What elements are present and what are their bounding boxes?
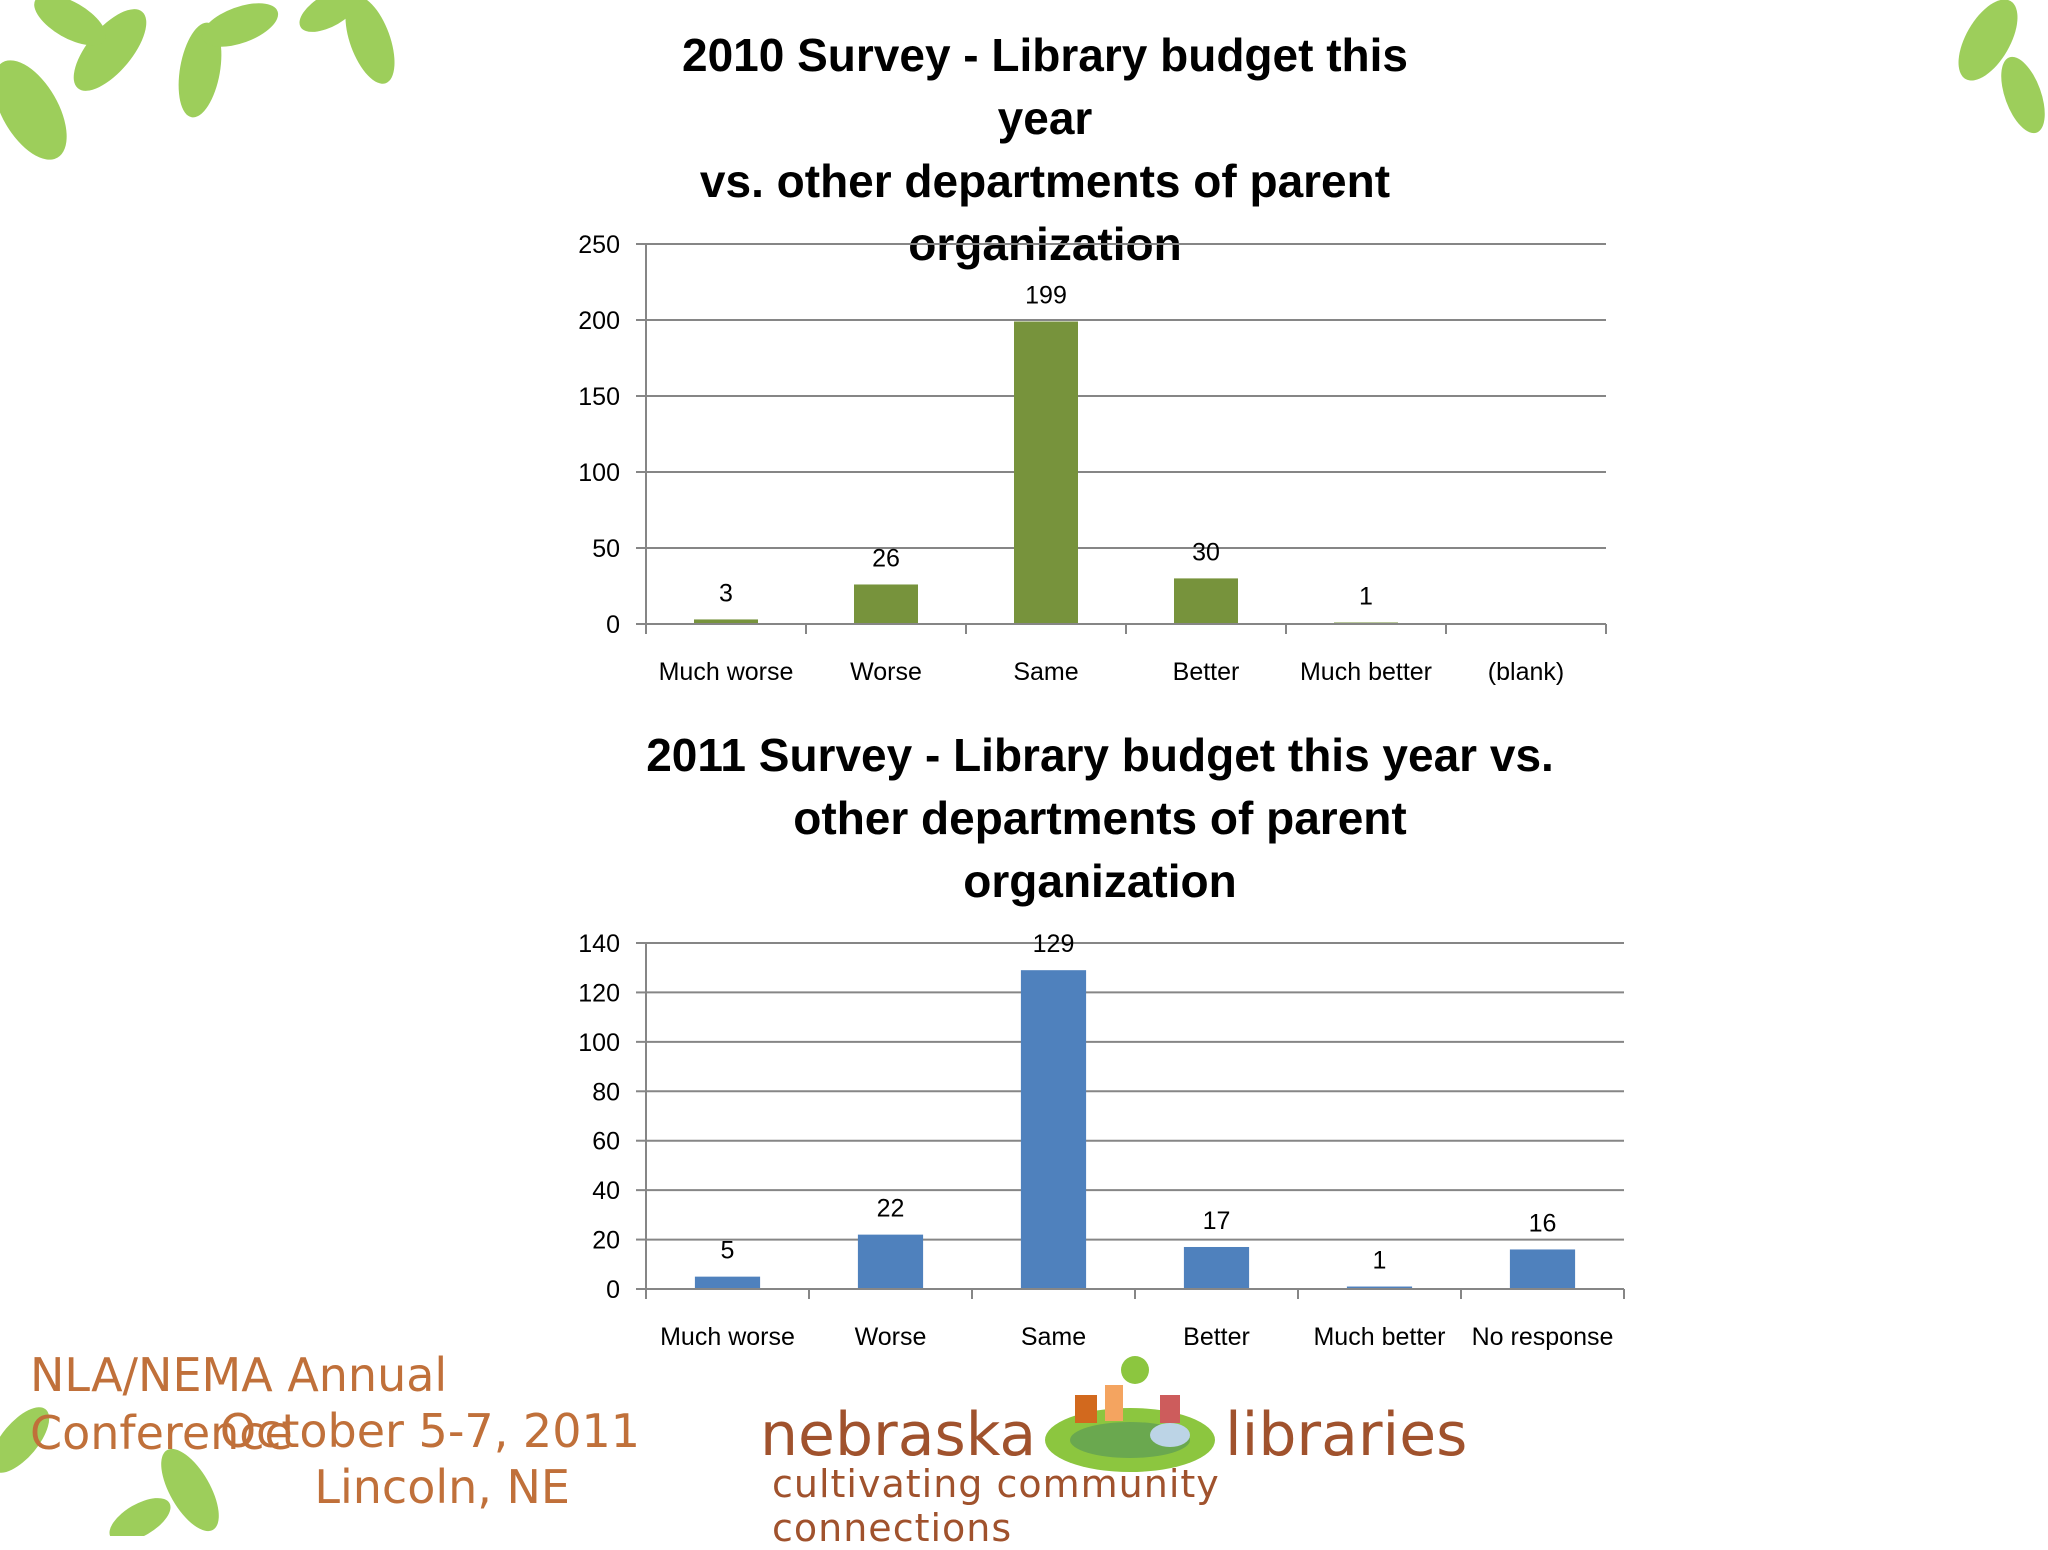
nebraska-libraries-logo: nebraska libraries cultivating community… [760,1340,1467,1550]
x-category-label: Worse [850,658,922,686]
y-tick-label: 100 [578,459,620,487]
data-label: 129 [1033,930,1075,958]
logo-word-nebraska: nebraska [760,1400,1037,1470]
data-label: 199 [1025,282,1067,310]
bar-much-worse [694,619,758,624]
data-label: 26 [872,544,900,572]
x-category-label: Better [1173,658,1240,686]
bar-chart-2010: 0 50 100 150 200 250 3 Much worse 26 Worse 199 Same… [578,231,1607,686]
y-tick-label: 150 [578,383,620,411]
globe-town-icon [1045,1356,1215,1472]
y-tick-label: 120 [578,979,620,1007]
y-tick-label: 0 [606,1276,620,1304]
bar-better [1174,578,1238,624]
y-tick-label: 250 [578,231,620,259]
bar-same [1020,970,1087,1289]
y-tick-label: 140 [578,930,620,958]
leaves-decoration-bottom-left [0,1407,219,1536]
bar-much-better [1346,1286,1413,1289]
data-label: 22 [877,1195,905,1223]
bar-chart-2011: 0 20 40 60 80 100 120 140 5 Much worse 22 Worse 129 S… [578,930,1625,1351]
data-label: 16 [1529,1209,1557,1237]
x-category-label: Better [1183,1323,1250,1351]
x-category-label: Much worse [659,658,794,686]
logo-tagline: cultivating community connections [772,1462,1220,1550]
logo-word-libraries: libraries [1225,1400,1468,1470]
x-category-label: Much worse [660,1323,795,1351]
x-category-label: Much better [1300,658,1432,686]
data-label: 17 [1203,1207,1231,1235]
leaves-decoration-top-right [1958,0,2045,134]
bar-no-response [1509,1249,1576,1289]
bar-worse [857,1234,924,1289]
x-category-label: (blank) [1488,658,1564,686]
conference-name: NLA/NEMA Annual Conference [30,1348,448,1460]
data-label: 3 [719,579,733,607]
y-tick-label: 0 [606,611,620,639]
data-label: 5 [721,1237,735,1265]
x-category-label: Much better [1313,1323,1445,1351]
data-label: 1 [1373,1247,1387,1275]
x-category-label: Worse [855,1323,927,1351]
leaves-decoration-top-left [0,0,395,160]
y-tick-label: 20 [592,1227,620,1255]
x-category-label: Same [1021,1323,1086,1351]
x-category-label: Same [1013,658,1078,686]
bar-worse [854,584,918,624]
y-tick-label: 200 [578,307,620,335]
data-label: 1 [1359,582,1373,610]
data-label: 30 [1192,538,1220,566]
x-category-label: No response [1472,1323,1614,1351]
conference-location: Lincoln, NE [314,1460,570,1514]
bar-same [1014,321,1078,624]
y-tick-label: 50 [592,535,620,563]
bar-better [1183,1246,1250,1289]
chart-title-2011: 2011 Survey - Library budget this year v… [646,729,1554,907]
y-tick-label: 80 [592,1078,620,1106]
y-tick-label: 100 [578,1029,620,1057]
bar-much-worse [694,1276,761,1289]
conference-dates: October 5-7, 2011 [219,1404,640,1458]
y-tick-label: 40 [592,1177,620,1205]
chart-title-2010: 2010 Survey - Library budget this year v… [681,29,1408,270]
y-tick-label: 60 [592,1128,620,1156]
